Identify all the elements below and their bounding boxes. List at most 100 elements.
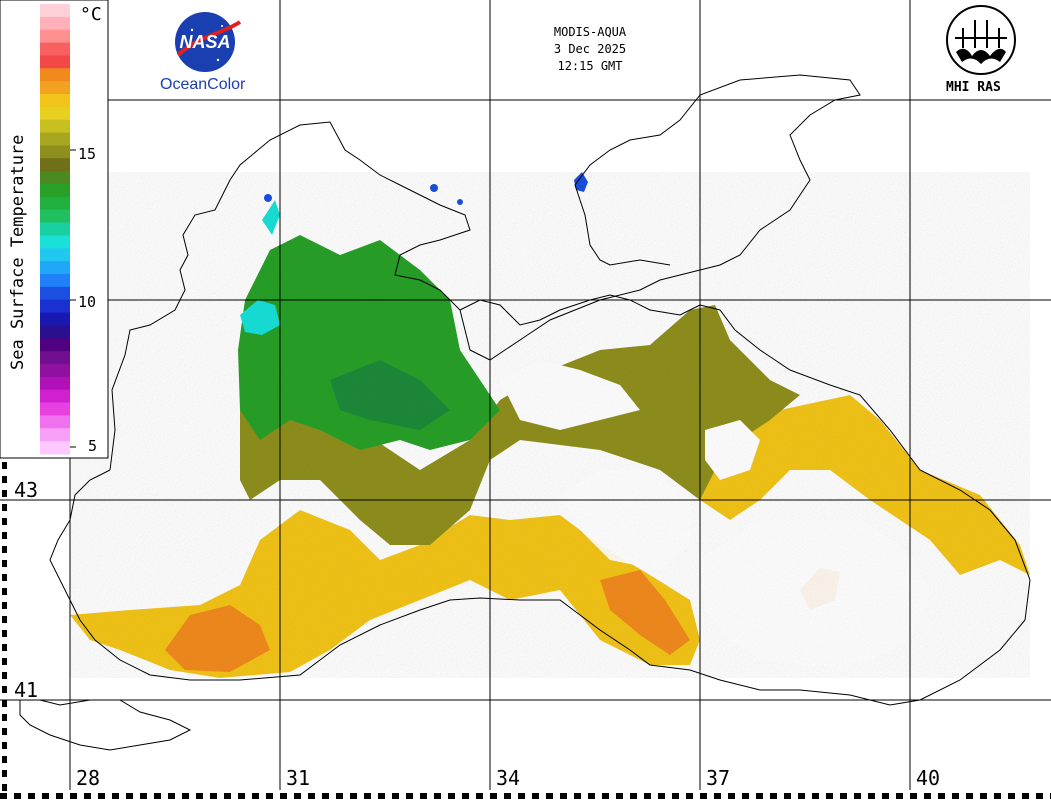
cloud-gap-central	[500, 360, 640, 430]
border-scale-tick	[28, 793, 35, 799]
border-scale-tick	[560, 793, 567, 799]
border-scale-tick	[952, 793, 959, 799]
colorbar-swatch	[40, 274, 70, 288]
border-scale-tick	[2, 756, 7, 763]
border-scale-tick	[98, 793, 105, 799]
border-scale-tick	[2, 532, 7, 539]
colorbar-tick-label: 10	[78, 293, 97, 311]
colorbar-swatch	[40, 4, 70, 18]
colorbar-swatch	[40, 389, 70, 404]
colorbar-unit: °C	[80, 4, 102, 25]
border-scale-tick	[756, 793, 763, 799]
colorbar-title: Sea Surface Temperature	[8, 134, 28, 370]
colorbar-swatch	[40, 235, 70, 249]
border-scale-tick	[574, 793, 581, 799]
border-scale-tick	[532, 793, 539, 799]
colorbar-strip	[40, 4, 70, 455]
coastline-west	[49, 469, 111, 601]
border-scale-tick	[742, 793, 749, 799]
sst-blue-spot-2	[430, 184, 438, 192]
border-scale-tick	[518, 793, 525, 799]
colorbar-swatch	[40, 402, 70, 416]
border-scale-tick	[2, 658, 7, 665]
border-scale-tick	[378, 793, 385, 799]
border-scale-tick	[140, 793, 147, 799]
date-label: 3 Dec 2025	[553, 42, 627, 56]
border-scale-tick	[462, 793, 469, 799]
border-scale-tick	[700, 793, 707, 799]
colorbar-swatch	[40, 299, 70, 314]
border-scale-tick	[924, 793, 931, 799]
border-scale-tick	[154, 793, 161, 799]
border-scale-tick	[686, 793, 693, 799]
colorbar-tick-label: 15	[78, 145, 97, 163]
border-scale-tick	[2, 602, 7, 609]
cloud-gap-mid	[560, 470, 690, 570]
colorbar-swatch	[40, 81, 70, 95]
colorbar-swatch	[40, 415, 70, 429]
sst-layer	[70, 172, 1030, 678]
time-label: 12:15 GMT	[557, 59, 623, 73]
colorbar-swatch	[40, 376, 70, 391]
coastline	[19, 74, 1031, 751]
border-scale-tick	[896, 793, 903, 799]
border-scale-tick	[392, 793, 399, 799]
border-scale-tick	[938, 793, 945, 799]
colorbar-tick-marks	[70, 149, 76, 448]
border-scale-tick	[126, 793, 133, 799]
colorbar-swatch	[40, 286, 70, 301]
colorbar-swatch	[40, 68, 70, 82]
sst-warm-east	[700, 395, 1030, 575]
border-scale-tick	[798, 793, 805, 799]
border-scale-tick	[322, 793, 329, 799]
border-scale-tick	[2, 546, 7, 553]
colorbar-swatch	[40, 351, 70, 365]
border-scale-tick	[84, 793, 91, 799]
border-scale-tick	[2, 742, 7, 749]
border-scale-tick	[2, 630, 7, 637]
coastline-anatolia	[69, 597, 891, 706]
mhi-ras-logo	[946, 5, 1016, 75]
cloud-gap-east	[705, 420, 760, 480]
colorbar-swatch	[40, 158, 70, 172]
border-scale-tick	[854, 793, 861, 799]
colorbar-swatch	[40, 55, 70, 69]
border-scale-tick	[2, 518, 7, 525]
border-scale-tick	[658, 793, 665, 799]
border-scale-tick	[2, 462, 7, 469]
coastline-north	[109, 74, 861, 471]
border-scale-tick	[112, 793, 119, 799]
border-scale-tick	[364, 793, 371, 799]
border-scale-tick	[294, 793, 301, 799]
border-scale-tick	[56, 793, 63, 799]
border-scale-tick	[826, 793, 833, 799]
border-scale-tick	[644, 793, 651, 799]
border-scale-tick	[42, 793, 49, 799]
sst-hot-west	[165, 605, 270, 672]
border-scale-tick	[546, 793, 553, 799]
border-scale-tick	[336, 793, 343, 799]
sst-hot-mid	[600, 570, 690, 655]
border-scale-tick	[238, 793, 245, 799]
mhi-ras-label: MHI RAS	[946, 80, 1001, 95]
border-scale-tick	[1036, 793, 1043, 799]
cloud-gap-southeast	[700, 520, 930, 665]
longitude-label: 28	[76, 766, 101, 790]
border-scale-tick	[2, 588, 7, 595]
border-scale-tick	[196, 793, 203, 799]
colorbar-swatch	[40, 209, 70, 224]
border-scale-tick	[2, 560, 7, 567]
colorbar-swatch	[40, 338, 70, 352]
border-scale-tick	[770, 793, 777, 799]
colorbar-swatch	[40, 94, 70, 108]
colorbar-swatch	[40, 428, 70, 442]
border-scale-tick	[350, 793, 357, 799]
border-scale-tick	[602, 793, 609, 799]
border-scale-tick	[2, 770, 7, 777]
border-scale-tick	[714, 793, 721, 799]
border-scale-tick	[882, 793, 889, 799]
border-scale-tick	[2, 714, 7, 721]
border-scale-tick	[672, 793, 679, 799]
sst-blue-azov	[574, 172, 588, 192]
